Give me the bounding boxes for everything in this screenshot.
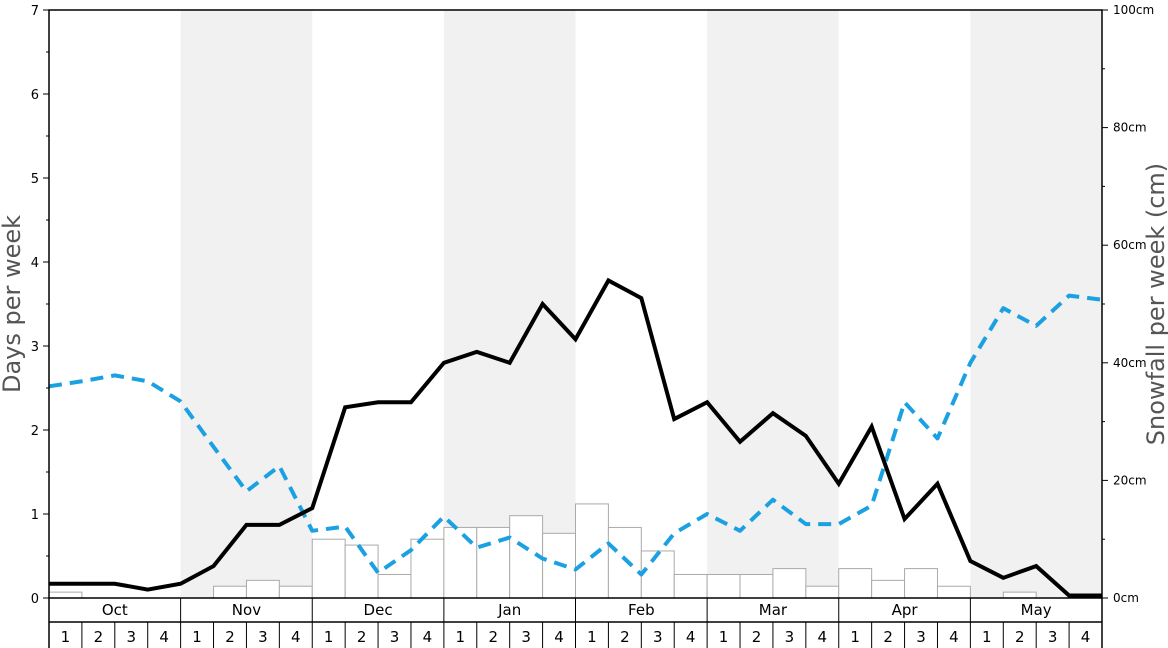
week-label: 3 (258, 628, 268, 646)
snowfall-bar (443, 526, 478, 599)
snowfall-bar (706, 573, 741, 599)
snowfall-bar (607, 526, 642, 599)
week-label: 4 (949, 628, 959, 646)
snowfall-bar (245, 579, 280, 599)
left-tick-label: 0 (31, 592, 39, 607)
left-tick-label: 2 (31, 424, 39, 439)
right-tick-label: 40cm (1113, 356, 1147, 370)
snowfall-bar (871, 579, 906, 599)
month-label-may: May (1021, 601, 1052, 619)
snowfall-bars (48, 503, 1037, 599)
week-label: 1 (456, 628, 466, 646)
snowfall-bar (410, 538, 445, 599)
month-label-jan: Jan (497, 601, 521, 619)
week-label: 4 (818, 628, 828, 646)
snowfall-bar (377, 573, 412, 599)
month-label-oct: Oct (102, 601, 128, 619)
week-label: 2 (357, 628, 367, 646)
week-label: 4 (291, 628, 301, 646)
snowfall-bar (311, 538, 346, 599)
month-label-nov: Nov (232, 601, 261, 619)
month-band-may (970, 10, 1102, 598)
snowfall-bar (1002, 591, 1037, 599)
right-tick-label: 100cm (1113, 3, 1154, 17)
week-label: 1 (324, 628, 334, 646)
right-tick-label: 80cm (1113, 121, 1147, 135)
snowfall-bar (213, 585, 247, 599)
snowfall-bar (772, 568, 807, 599)
week-label: 3 (390, 628, 400, 646)
week-label: 2 (620, 628, 630, 646)
week-label: 4 (686, 628, 696, 646)
x-axis-table: Oct 1 2 3 4 Nov 1 2 3 4 Dec 1 2 3 4 Jan 1 2 3 4 Feb 1 2 3 4 Mar 1 2… (48, 598, 1103, 648)
snowfall-bar (838, 568, 873, 599)
week-label: 2 (1015, 628, 1025, 646)
week-label: 2 (488, 628, 498, 646)
snowfall-bar (673, 573, 708, 599)
left-tick-label: 1 (31, 508, 39, 523)
left-tick-label: 4 (31, 256, 39, 271)
week-label: 3 (521, 628, 531, 646)
left-tick-label: 7 (31, 4, 39, 19)
week-label: 1 (850, 628, 860, 646)
week-label: 3 (1048, 628, 1058, 646)
solid-series-line (49, 277, 1102, 598)
week-label: 3 (653, 628, 663, 646)
y-axis-left-title: Days per week (0, 215, 26, 393)
snowfall-bar (278, 585, 313, 599)
month-bands (180, 10, 1102, 598)
week-label: 4 (159, 628, 169, 646)
month-band-nov (180, 10, 313, 598)
left-axis-ticks: 0 1 2 3 4 5 6 7 (31, 4, 49, 607)
week-label: 2 (94, 628, 104, 646)
right-axis-ticks: 0cm 20cm 40cm 60cm 80cm 100cm (1102, 3, 1154, 605)
snowfall-bar (48, 591, 83, 599)
snowfall-bar (904, 568, 938, 599)
month-label-mar: Mar (759, 601, 788, 619)
month-band-mar (707, 10, 839, 598)
week-label: 3 (916, 628, 926, 646)
y-axis-right-title: Snowfall per week (cm) (1142, 163, 1168, 445)
right-tick-label: 20cm (1113, 473, 1147, 487)
dashed-series-line (48, 293, 1103, 577)
snowfall-bar (640, 550, 675, 599)
week-label: 2 (752, 628, 762, 646)
week-label: 1 (719, 628, 729, 646)
week-label: 2 (883, 628, 893, 646)
month-label-feb: Feb (628, 601, 655, 619)
snowfall-bar (575, 503, 609, 599)
snowfall-bar (805, 585, 840, 599)
week-label: 1 (61, 628, 71, 646)
left-tick-label: 5 (31, 172, 39, 187)
week-label: 1 (587, 628, 597, 646)
week-label: 4 (423, 628, 433, 646)
series-lines (48, 277, 1103, 598)
month-band-jan (443, 10, 576, 598)
week-label: 4 (554, 628, 564, 646)
right-tick-label: 60cm (1113, 238, 1147, 252)
left-tick-label: 3 (31, 340, 39, 355)
week-label: 4 (1081, 628, 1091, 646)
snowfall-bar (344, 544, 379, 599)
snowfall-bar (739, 573, 774, 599)
month-label-apr: Apr (892, 601, 919, 619)
month-label-dec: Dec (364, 601, 393, 619)
week-label: 3 (785, 628, 795, 646)
left-tick-label: 6 (31, 88, 39, 103)
right-tick-label: 0cm (1113, 591, 1139, 605)
week-label: 1 (982, 628, 992, 646)
week-label: 1 (192, 628, 202, 646)
week-label: 2 (225, 628, 235, 646)
snowfall-bar (936, 585, 971, 599)
week-label: 3 (126, 628, 136, 646)
